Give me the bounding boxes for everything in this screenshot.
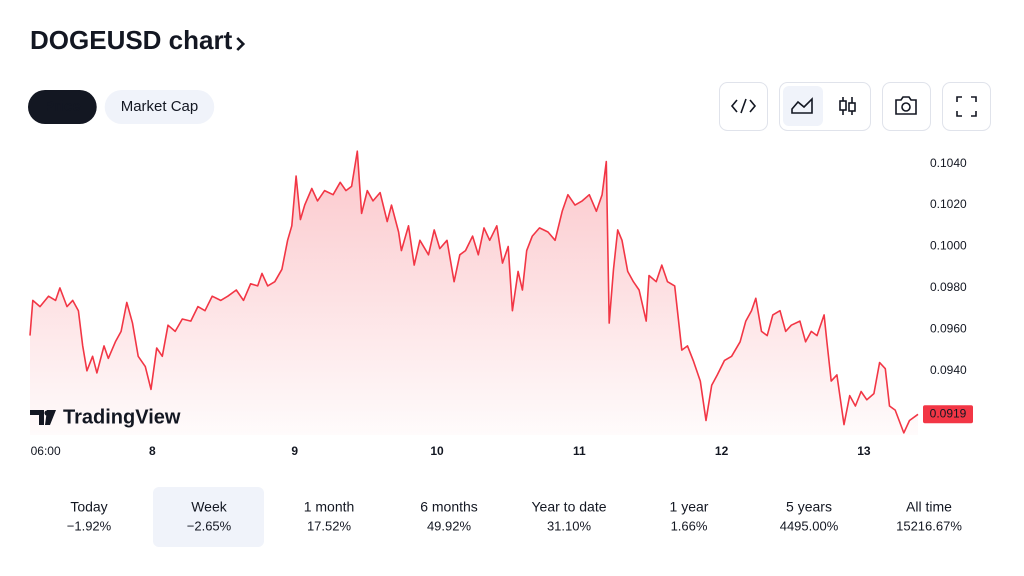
period-button[interactable]: 5 years 4495.00% — [780, 499, 839, 534]
period-button[interactable]: 1 year 1.66% — [670, 499, 709, 534]
y-tick-label: 0.1000 — [930, 239, 967, 253]
period-change: −2.65% — [187, 518, 232, 533]
tab-pill — [104, 90, 215, 124]
y-tick-label: 0.1040 — [930, 156, 967, 170]
period-change: 15216.67% — [896, 518, 962, 533]
period-button[interactable]: All time 15216.67% — [896, 499, 962, 534]
watermark: TradingView — [63, 406, 181, 428]
selected-period-background — [153, 487, 264, 547]
period-change: 49.92% — [427, 518, 472, 533]
period-change: 17.52% — [307, 518, 352, 533]
period-button[interactable]: 1 month 17.52% — [304, 499, 355, 534]
page-title[interactable]: DOGEUSD chart — [30, 25, 233, 55]
tab-pill — [28, 90, 97, 124]
chart-style-group — [779, 82, 871, 131]
y-tick-label: 0.0940 — [930, 363, 967, 377]
period-label: Week — [191, 499, 228, 515]
y-tick-label: 0.1020 — [930, 197, 967, 211]
period-change: 4495.00% — [780, 518, 839, 533]
y-tick-label: 0.0980 — [930, 280, 967, 294]
candle-style-button[interactable] — [839, 97, 856, 115]
period-change: 1.66% — [671, 518, 708, 533]
embed-button[interactable] — [719, 82, 768, 131]
x-tick-label: 8 — [149, 444, 156, 458]
price-line — [29, 150, 919, 434]
tab-button[interactable]: Price — [28, 90, 97, 124]
period-label: All time — [906, 499, 952, 515]
x-tick-label: 12 — [715, 444, 729, 458]
x-tick-label: 11 — [573, 444, 586, 458]
x-tick-label: 9 — [291, 444, 298, 458]
period-label: 5 years — [786, 499, 832, 515]
period-change: −1.92% — [67, 518, 112, 533]
area-style-button[interactable] — [783, 86, 823, 126]
tab-button[interactable]: Market Cap — [104, 90, 215, 124]
y-tick-label: 0.0960 — [930, 322, 967, 336]
period-button[interactable]: Today −1.92% — [67, 499, 112, 534]
price-area — [30, 151, 918, 435]
period-button[interactable]: 6 months 49.92% — [420, 499, 478, 534]
last-price-label: 0.0919 — [930, 406, 967, 420]
period-label: 1 month — [304, 499, 355, 515]
x-tick-label: 10 — [430, 444, 444, 458]
period-label: 1 year — [670, 499, 709, 515]
x-tick-label: 06:00 — [31, 444, 61, 458]
x-tick-label: 13 — [857, 444, 871, 458]
last-price-tag — [923, 405, 973, 424]
period-change: 31.10% — [547, 518, 592, 533]
tradingview-logo: TradingView — [30, 406, 181, 428]
period-button[interactable]: Year to date 31.10% — [532, 499, 607, 534]
tab-label: Price — [44, 98, 81, 115]
tab-label: Market Cap — [121, 98, 199, 115]
price-chart: 0.0940 0.0960 0.0980 0.1000 0.1020 0.1040 06:0… — [29, 150, 973, 458]
period-label: Year to date — [532, 499, 607, 515]
period-label: Today — [70, 499, 107, 515]
period-button[interactable]: Week −2.65% — [187, 499, 232, 534]
period-label: 6 months — [420, 499, 478, 515]
screenshot-button[interactable] — [882, 82, 931, 131]
fullscreen-button[interactable] — [942, 82, 991, 131]
chevron-icon[interactable] — [236, 37, 246, 51]
